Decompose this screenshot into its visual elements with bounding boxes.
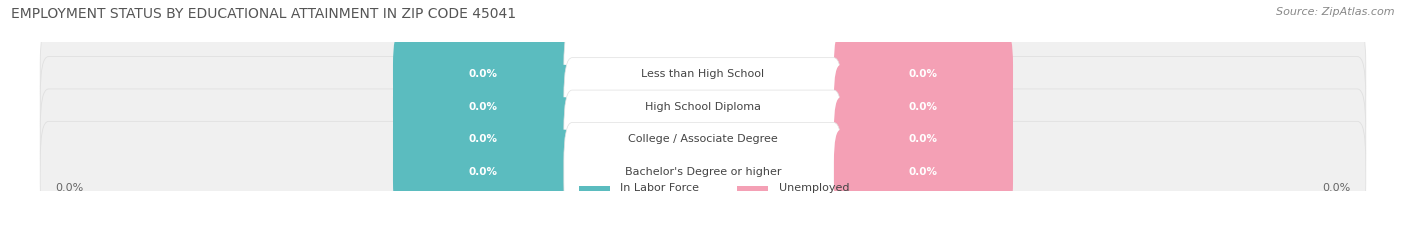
Text: 0.0%: 0.0% <box>908 134 938 144</box>
FancyBboxPatch shape <box>41 57 1365 157</box>
Text: 0.0%: 0.0% <box>468 69 498 79</box>
FancyBboxPatch shape <box>392 130 572 214</box>
FancyBboxPatch shape <box>564 58 842 156</box>
FancyBboxPatch shape <box>564 90 842 188</box>
Text: Source: ZipAtlas.com: Source: ZipAtlas.com <box>1277 7 1395 17</box>
FancyBboxPatch shape <box>834 65 1012 149</box>
FancyBboxPatch shape <box>41 89 1365 189</box>
Text: Bachelor's Degree or higher: Bachelor's Degree or higher <box>624 167 782 177</box>
FancyBboxPatch shape <box>738 185 769 191</box>
FancyBboxPatch shape <box>41 121 1365 222</box>
Text: College / Associate Degree: College / Associate Degree <box>628 134 778 144</box>
Text: 0.0%: 0.0% <box>468 134 498 144</box>
Text: 0.0%: 0.0% <box>1323 183 1351 193</box>
Text: In Labor Force: In Labor Force <box>620 183 699 193</box>
Text: Less than High School: Less than High School <box>641 69 765 79</box>
Text: 0.0%: 0.0% <box>468 102 498 112</box>
Text: 0.0%: 0.0% <box>908 69 938 79</box>
Text: High School Diploma: High School Diploma <box>645 102 761 112</box>
FancyBboxPatch shape <box>579 185 610 191</box>
Text: 0.0%: 0.0% <box>468 167 498 177</box>
FancyBboxPatch shape <box>564 25 842 123</box>
FancyBboxPatch shape <box>834 130 1012 214</box>
FancyBboxPatch shape <box>41 24 1365 125</box>
FancyBboxPatch shape <box>392 97 572 181</box>
Text: 0.0%: 0.0% <box>908 102 938 112</box>
FancyBboxPatch shape <box>834 97 1012 181</box>
Text: 0.0%: 0.0% <box>908 167 938 177</box>
Text: EMPLOYMENT STATUS BY EDUCATIONAL ATTAINMENT IN ZIP CODE 45041: EMPLOYMENT STATUS BY EDUCATIONAL ATTAINM… <box>11 7 516 21</box>
Text: Unemployed: Unemployed <box>779 183 849 193</box>
Text: 0.0%: 0.0% <box>55 183 83 193</box>
FancyBboxPatch shape <box>392 65 572 149</box>
FancyBboxPatch shape <box>392 32 572 116</box>
FancyBboxPatch shape <box>564 123 842 221</box>
FancyBboxPatch shape <box>834 32 1012 116</box>
